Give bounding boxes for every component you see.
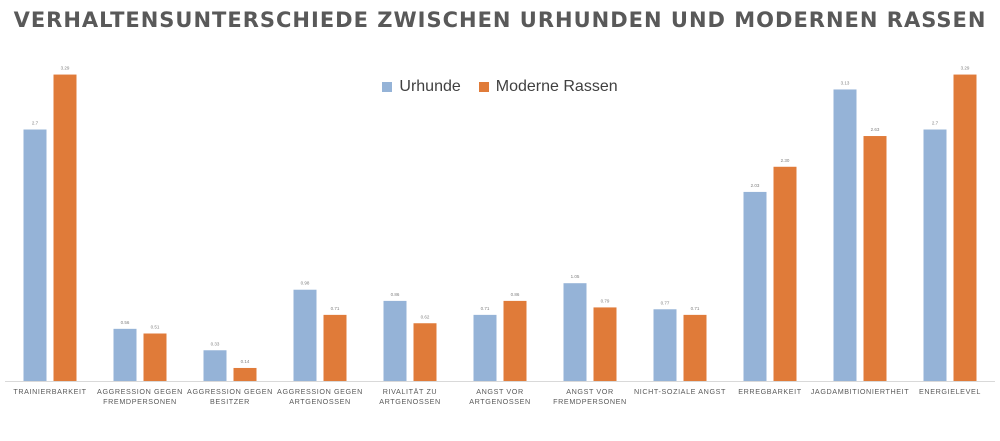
legend-item-moderne-rassen: Moderne Rassen (478, 78, 618, 96)
bar-urhunde (923, 129, 947, 381)
category-label: JAGDAMBITIONIERTHEIT (811, 387, 910, 396)
bar-moderne-rassen (323, 314, 347, 381)
category-label: NICHT-SOZIALE ANGST (634, 387, 726, 396)
legend-swatch-moderne-rassen (478, 82, 489, 92)
bar-moderne-rassen (593, 307, 617, 381)
bar-moderne-rassen (863, 136, 887, 381)
legend-label-urhunde: Urhunde (399, 78, 461, 95)
data-label: 0.56 (121, 320, 130, 325)
bar-urhunde (653, 309, 677, 381)
data-label: 2.30 (781, 158, 790, 163)
bar-moderne-rassen (143, 333, 167, 381)
bar-urhunde (113, 328, 137, 381)
data-label: 2.63 (871, 127, 880, 132)
legend: Urhunde Moderne Rassen (0, 78, 1000, 96)
data-label: 0.71 (481, 306, 490, 311)
data-label: 0.77 (661, 300, 670, 305)
data-label: 3.29 (961, 66, 970, 71)
bar-moderne-rassen (953, 74, 977, 381)
bar-moderne-rassen (413, 323, 437, 381)
data-label: 0.86 (511, 292, 520, 297)
category-label: AGGRESSION GEGEN (277, 387, 363, 396)
chart-title: VERHALTENSUNTERSCHIEDE ZWISCHEN URHUNDEN… (13, 8, 987, 32)
data-label: 2.7 (932, 121, 939, 126)
data-label: 0.86 (391, 292, 400, 297)
data-label: 0.51 (151, 324, 160, 329)
bar-urhunde (383, 300, 407, 381)
bar-urhunde (563, 283, 587, 381)
data-label: 0.14 (241, 359, 250, 364)
bar-moderne-rassen (233, 367, 257, 381)
data-label: 0.71 (331, 306, 340, 311)
data-label: 0.71 (691, 306, 700, 311)
legend-item-urhunde: Urhunde (382, 78, 461, 96)
category-label: FREMDPERSONEN (553, 397, 627, 406)
category-label: ARTGENOSSEN (379, 397, 441, 406)
bar-urhunde (743, 191, 767, 381)
bar-urhunde (473, 314, 497, 381)
bar-urhunde (833, 89, 857, 381)
bar-urhunde (293, 289, 317, 381)
legend-label-moderne-rassen: Moderne Rassen (495, 78, 618, 95)
bar-moderne-rassen (773, 166, 797, 381)
category-label: ARTGENOSSEN (469, 397, 531, 406)
bar-moderne-rassen (503, 300, 527, 381)
category-label: RIVALITÄT ZU (383, 387, 437, 396)
category-label: ANGST VOR (476, 387, 524, 396)
category-label: ERREGBARKEIT (738, 387, 802, 396)
data-label: 0.33 (211, 341, 220, 346)
bar-urhunde (23, 129, 47, 381)
category-label: TRAINIERBARKEIT (13, 387, 86, 396)
category-label: ANGST VOR (566, 387, 614, 396)
bar-moderne-rassen (53, 74, 77, 381)
category-label: AGGRESSION GEGEN (187, 387, 273, 396)
bar-urhunde (203, 350, 227, 381)
category-label: ARTGENOSSEN (289, 397, 351, 406)
category-label: FREMDPERSONEN (103, 397, 177, 406)
category-label: BESITZER (210, 397, 250, 406)
category-label: ENERGIELEVEL (919, 387, 981, 396)
data-label: 0.98 (301, 281, 310, 286)
bar-moderne-rassen (683, 314, 707, 381)
data-label: 3.13 (841, 80, 850, 85)
data-label: 3.29 (61, 66, 70, 71)
data-label: 2.03 (751, 183, 760, 188)
data-label: 0.79 (601, 298, 610, 303)
category-label: AGGRESSION GEGEN (97, 387, 183, 396)
data-label: 2.7 (32, 121, 39, 126)
legend-swatch-urhunde (382, 82, 393, 92)
data-label: 0.62 (421, 314, 430, 319)
data-label: 1.05 (571, 274, 580, 279)
